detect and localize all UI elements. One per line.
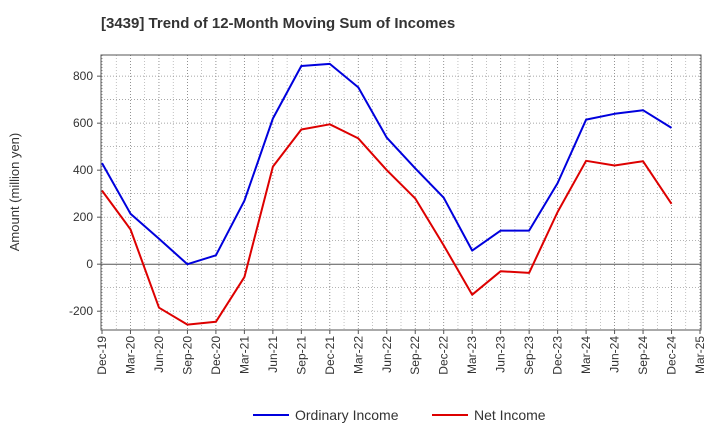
series-line-ordinary-income [101,62,673,266]
series-layer [101,62,673,326]
x-tick-label: Jun-22 [380,336,394,373]
x-tick-label: Sep-21 [294,336,308,375]
x-tick-label: Mar-24 [579,336,593,374]
x-tick-label: Dec-23 [551,336,565,375]
y-tick-label: -200 [69,304,93,318]
legend: Ordinary Income Net Income [253,407,546,423]
x-tick-label: Dec-22 [437,336,451,375]
grid-layer [101,55,701,330]
x-tick-label: Sep-23 [522,336,536,375]
y-tick-label: 400 [73,163,93,177]
y-tick-label: 0 [86,257,93,271]
x-tick-label: Sep-20 [180,336,194,375]
y-axis: -200 0 200 400 600 800 [69,69,101,318]
x-tick-label: Jun-21 [266,336,280,373]
plot-frame [100,54,702,331]
legend-label: Net Income [474,407,546,423]
x-tick-label: Mar-20 [123,336,137,374]
x-tick-label: Jun-23 [494,336,508,373]
x-tick-label: Mar-22 [351,336,365,374]
x-tick-label: Mar-25 [693,336,707,374]
series-line-net-income [101,123,673,326]
x-tick-label: Mar-21 [237,336,251,374]
x-tick-label: Jun-24 [608,336,622,373]
x-tick-label: Jun-20 [152,336,166,373]
x-axis: Dec-19 Mar-20 Jun-20 Sep-20 Dec-20 Mar-21 Jun-… [95,330,707,375]
y-tick-label: 200 [73,210,93,224]
y-axis-label: Amount (million yen) [7,133,22,252]
x-tick-label: Dec-20 [209,336,223,375]
y-tick-label: 600 [73,116,93,130]
x-tick-label: Dec-19 [95,336,109,375]
chart-title: [3439] Trend of 12-Month Moving Sum of I… [101,15,456,32]
x-tick-label: Dec-21 [323,336,337,375]
y-tick-label: 800 [73,69,93,83]
x-tick-label: Sep-22 [408,336,422,375]
x-tick-label: Dec-24 [665,336,679,375]
legend-label: Ordinary Income [295,407,399,423]
x-tick-label: Mar-23 [465,336,479,374]
x-tick-label: Sep-24 [636,336,650,375]
